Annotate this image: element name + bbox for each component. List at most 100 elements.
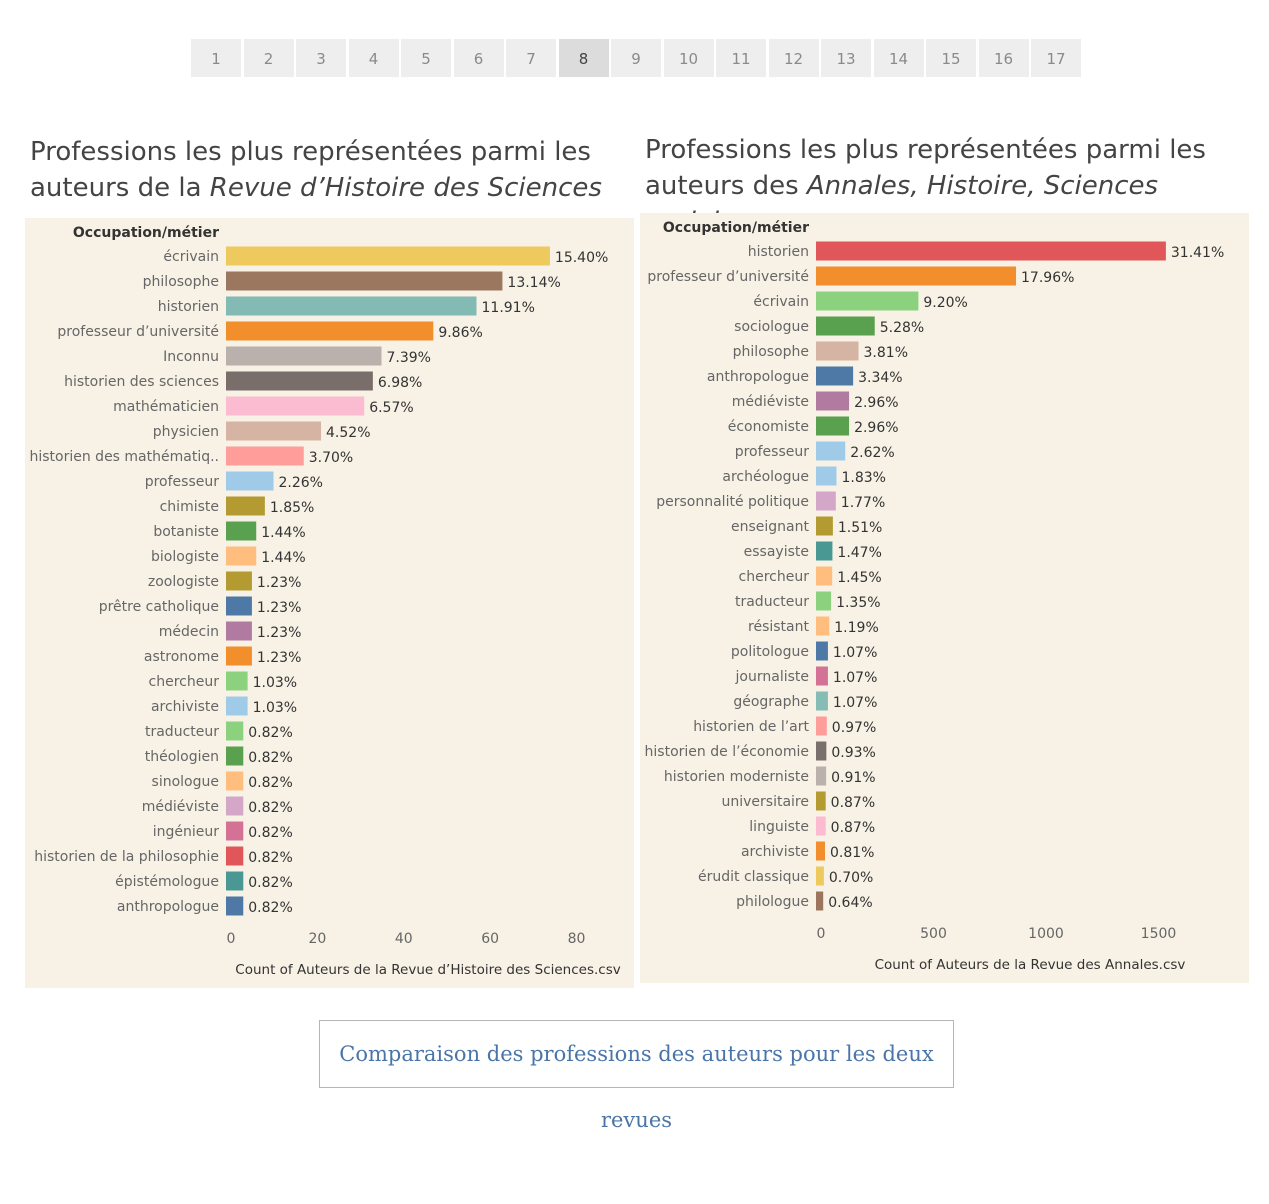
bar (816, 716, 827, 736)
category-label: écrivain (753, 294, 809, 310)
category-label: zoologiste (148, 574, 219, 590)
axis-header: Occupation/métier (73, 225, 219, 241)
bar (816, 391, 850, 411)
category-label: botaniste (153, 524, 219, 540)
bar (226, 821, 244, 841)
category-label: érudit classique (698, 869, 809, 885)
data-label: 1.19% (834, 620, 878, 636)
page-button-5[interactable]: 5 (401, 39, 451, 77)
x-tick-label: 20 (308, 931, 326, 947)
page-button-1[interactable]: 1 (191, 39, 241, 77)
category-label: historien de la philosophie (34, 849, 219, 865)
data-label: 6.98% (378, 375, 422, 391)
page-button-17[interactable]: 17 (1031, 39, 1081, 77)
bar (226, 646, 252, 666)
data-label: 6.57% (369, 400, 413, 416)
bar (816, 266, 1017, 286)
data-label: 9.20% (923, 295, 967, 311)
bar (226, 721, 244, 741)
page-button-13[interactable]: 13 (821, 39, 871, 77)
right-bar-chart: Occupation/métier historien 31.41% professe… (645, 220, 1225, 973)
category-label: historien de l’économie (645, 744, 809, 760)
data-label: 3.70% (309, 450, 353, 466)
category-label: prêtre catholique (99, 599, 219, 615)
page-button-16[interactable]: 16 (978, 39, 1029, 77)
data-label: 1.51% (838, 520, 882, 536)
data-label: 0.93% (831, 745, 875, 761)
left-chart-title: Professions les plus représentées parmi … (30, 134, 602, 206)
data-label: 2.96% (854, 395, 898, 411)
bar (226, 571, 252, 591)
category-label: mathématicien (113, 399, 219, 415)
category-label: enseignant (731, 519, 809, 535)
category-label: médecin (159, 624, 219, 640)
left-bar-chart: Occupation/métier écrivain 15.40% philosoph… (29, 225, 620, 978)
page-button-8[interactable]: 8 (558, 39, 609, 77)
bar (816, 466, 837, 486)
bar (816, 866, 824, 886)
page-button-9[interactable]: 9 (611, 39, 661, 77)
data-label: 0.82% (248, 850, 292, 866)
bar (226, 446, 304, 466)
bar (816, 766, 827, 786)
bar (226, 321, 434, 341)
category-label: physicien (153, 424, 219, 440)
bar (226, 746, 244, 766)
data-label: 0.87% (831, 795, 875, 811)
bar (816, 366, 854, 386)
x-tick-label: 80 (568, 931, 586, 947)
bar (226, 896, 244, 916)
page-button-7[interactable]: 7 (506, 39, 556, 77)
category-label: médiéviste (732, 394, 809, 410)
bar (816, 241, 1166, 261)
data-label: 1.23% (257, 650, 301, 666)
page-button-11[interactable]: 11 (716, 39, 766, 77)
page-button-2[interactable]: 2 (243, 39, 294, 77)
data-label: 1.44% (261, 550, 305, 566)
bar (816, 541, 833, 561)
data-label: 1.45% (837, 570, 881, 586)
category-label: archiviste (741, 844, 809, 860)
x-tick-label: 60 (481, 931, 499, 947)
x-tick-label: 0 (227, 931, 236, 947)
bar (226, 471, 274, 491)
page-button-3[interactable]: 3 (296, 39, 346, 77)
data-label: 11.91% (482, 300, 535, 316)
bar (816, 591, 832, 611)
category-label: chercheur (149, 674, 220, 690)
data-label: 0.87% (831, 820, 875, 836)
right-title-line1: Professions les plus représentées parmi … (645, 135, 1206, 165)
category-label: chercheur (739, 569, 810, 585)
data-label: 17.96% (1021, 270, 1074, 286)
category-label: philologue (736, 894, 809, 910)
category-label: politologue (731, 644, 809, 660)
page-button-10[interactable]: 10 (663, 39, 714, 77)
page-button-4[interactable]: 4 (348, 39, 399, 77)
category-label: historien (748, 244, 809, 260)
data-label: 0.82% (248, 775, 292, 791)
data-label: 0.82% (248, 800, 292, 816)
comparison-caption: Comparaison des professions des auteurs … (319, 1020, 954, 1132)
x-tick-label: 1500 (1141, 926, 1177, 942)
page-button-6[interactable]: 6 (453, 39, 504, 77)
category-label: anthropologue (117, 899, 219, 915)
bar (226, 546, 257, 566)
category-label: philosophe (143, 274, 219, 290)
pagination: 1 2 3 4 5 6 7 8 9 10 11 12 13 14 15 16 17 (191, 39, 1084, 77)
data-label: 0.82% (248, 900, 292, 916)
bar (226, 846, 244, 866)
page-button-14[interactable]: 14 (873, 39, 924, 77)
bar (226, 421, 322, 441)
data-label: 1.07% (833, 670, 877, 686)
bar (226, 671, 248, 691)
data-label: 1.23% (257, 600, 301, 616)
bar (226, 296, 477, 316)
category-label: linguiste (749, 819, 809, 835)
category-label: professeur d’université (647, 269, 809, 285)
bar (226, 346, 382, 366)
category-label: traducteur (145, 724, 219, 740)
page-button-15[interactable]: 15 (926, 39, 976, 77)
category-label: traducteur (735, 594, 809, 610)
bar (816, 841, 825, 861)
page-button-12[interactable]: 12 (768, 39, 819, 77)
